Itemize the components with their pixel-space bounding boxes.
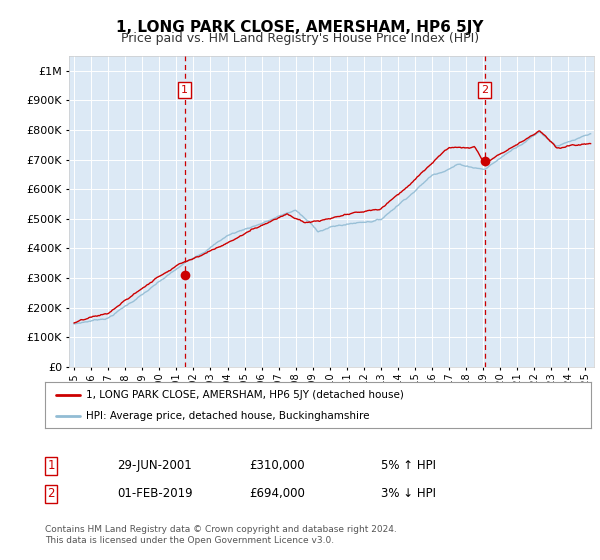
Text: 2: 2 [481, 85, 488, 95]
Text: 1: 1 [47, 459, 55, 473]
Text: 1, LONG PARK CLOSE, AMERSHAM, HP6 5JY: 1, LONG PARK CLOSE, AMERSHAM, HP6 5JY [116, 20, 484, 35]
Text: 2: 2 [47, 487, 55, 501]
Text: 1, LONG PARK CLOSE, AMERSHAM, HP6 5JY (detached house): 1, LONG PARK CLOSE, AMERSHAM, HP6 5JY (d… [86, 390, 404, 400]
Text: HPI: Average price, detached house, Buckinghamshire: HPI: Average price, detached house, Buck… [86, 411, 370, 421]
Text: 29-JUN-2001: 29-JUN-2001 [117, 459, 192, 473]
Text: Price paid vs. HM Land Registry's House Price Index (HPI): Price paid vs. HM Land Registry's House … [121, 32, 479, 45]
Text: £694,000: £694,000 [249, 487, 305, 501]
Text: £310,000: £310,000 [249, 459, 305, 473]
Text: 5% ↑ HPI: 5% ↑ HPI [381, 459, 436, 473]
Text: 1: 1 [181, 85, 188, 95]
Text: Contains HM Land Registry data © Crown copyright and database right 2024.
This d: Contains HM Land Registry data © Crown c… [45, 525, 397, 545]
Text: 3% ↓ HPI: 3% ↓ HPI [381, 487, 436, 501]
Text: 01-FEB-2019: 01-FEB-2019 [117, 487, 193, 501]
